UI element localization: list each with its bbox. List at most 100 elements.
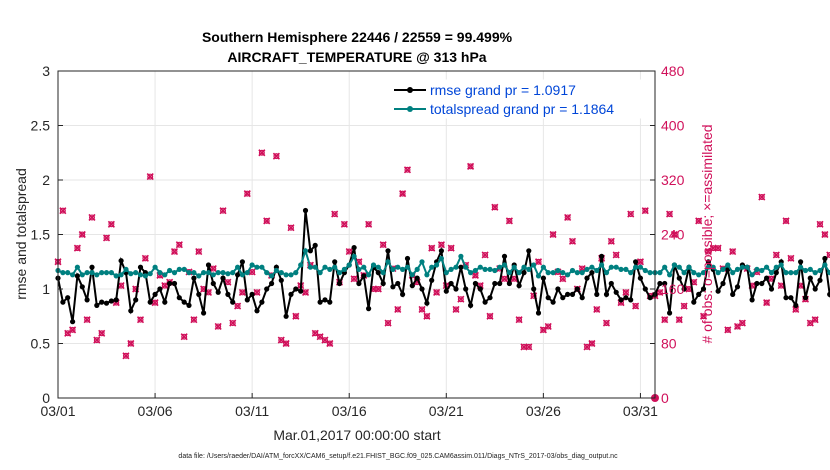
obs-circle	[346, 248, 353, 255]
obs-count-marker	[714, 244, 722, 252]
obs-count-marker	[661, 316, 669, 324]
rmse-point	[249, 291, 255, 297]
obs-circle	[632, 303, 639, 310]
obs-circle	[773, 251, 780, 258]
rmse-point	[749, 297, 755, 303]
tick-labels: 03/01 03/06 03/11 03/16 03/21 03/26 03/3100.51…	[31, 63, 685, 419]
spread-point	[278, 270, 284, 276]
spread-point	[725, 262, 731, 268]
obs-count-marker	[321, 336, 329, 344]
rmse-point	[453, 286, 459, 292]
spread-point	[181, 266, 187, 272]
rmse-point	[404, 255, 411, 262]
obs-circle	[210, 265, 217, 272]
obs-circle	[457, 296, 464, 303]
obs-count-marker	[73, 244, 81, 252]
spread-point	[438, 255, 444, 262]
spread-point	[191, 270, 197, 276]
rmse-point	[608, 280, 614, 287]
spread-point	[739, 264, 746, 270]
obs-circle	[486, 313, 493, 320]
obs-count-marker	[98, 329, 106, 337]
obs-circle	[127, 340, 134, 347]
spread-point	[472, 267, 478, 274]
spread-point	[468, 270, 474, 276]
rmse-point	[400, 291, 406, 297]
spread-point	[409, 272, 415, 278]
obs-count-marker	[622, 288, 630, 296]
rmse-point	[764, 275, 770, 281]
rmse-point	[759, 280, 765, 287]
obs-circle	[433, 289, 440, 296]
x-tick-label: 03/26	[526, 403, 561, 419]
spread-point	[322, 264, 328, 270]
obs-circle	[525, 343, 532, 350]
rmse-point	[715, 288, 721, 294]
rmse-point	[278, 277, 284, 283]
rmse-point	[118, 258, 124, 264]
rmse-point	[705, 259, 712, 265]
y-tick-label: 2.5	[31, 118, 51, 134]
obs-circle	[729, 248, 736, 255]
spread-point	[312, 264, 318, 270]
spread-point	[443, 270, 449, 276]
spread-point	[254, 264, 260, 270]
obs-count-marker	[127, 339, 135, 348]
spread-point	[167, 267, 173, 274]
rmse-point	[594, 291, 600, 297]
spread-point	[545, 270, 551, 276]
spread-point	[259, 264, 265, 270]
spread-point	[351, 253, 357, 259]
obs-circle	[380, 241, 387, 248]
spread-point	[74, 264, 80, 270]
rmse-point	[628, 297, 634, 303]
obs-count-marker	[525, 343, 533, 351]
obs-count-marker	[505, 217, 513, 225]
obs-count-marker	[534, 258, 543, 266]
spread-point	[749, 272, 755, 278]
obs-circle	[564, 214, 571, 221]
spread-point	[458, 253, 464, 259]
rmse-point	[254, 308, 260, 314]
rmse-point	[186, 302, 192, 308]
obs-circle	[622, 289, 629, 296]
obs-count-marker	[59, 207, 67, 215]
rmse-point	[676, 275, 682, 281]
spread-point	[196, 273, 202, 279]
spread-point	[385, 259, 391, 265]
rmse-point	[458, 264, 464, 270]
obs-circle	[287, 224, 294, 231]
rmse-point	[501, 253, 508, 259]
obs-circle	[254, 289, 261, 296]
spread-point	[293, 270, 299, 276]
spread-point	[633, 264, 639, 270]
obs-circle	[283, 340, 290, 347]
spread-point	[759, 267, 765, 274]
obs-circle	[666, 211, 673, 218]
spread-point	[123, 266, 129, 272]
rmse-point	[589, 270, 595, 276]
obs-circle	[375, 286, 382, 293]
rmse-point	[230, 299, 236, 305]
rmse-point	[700, 286, 707, 292]
obs-count-marker	[379, 241, 387, 249]
rmse-point	[574, 286, 580, 292]
spread-point	[783, 270, 789, 276]
rmse-point	[191, 275, 197, 281]
rmse-point	[288, 291, 294, 297]
spread-point	[395, 264, 401, 270]
obs-circle	[224, 279, 231, 286]
spread-point	[599, 262, 605, 268]
obs-circle	[59, 207, 66, 214]
obs-count-marker	[792, 305, 800, 314]
spread-point	[521, 264, 527, 270]
rmse-point	[419, 286, 425, 292]
obs-circle	[812, 316, 819, 323]
obs-circle	[98, 330, 105, 337]
y-tick-label: 3	[42, 63, 50, 79]
obs-count-marker	[195, 247, 203, 256]
x-tick-label: 03/06	[138, 403, 173, 419]
spread-point	[710, 264, 716, 270]
rmse-point	[768, 286, 775, 292]
obs-circle	[482, 251, 489, 258]
